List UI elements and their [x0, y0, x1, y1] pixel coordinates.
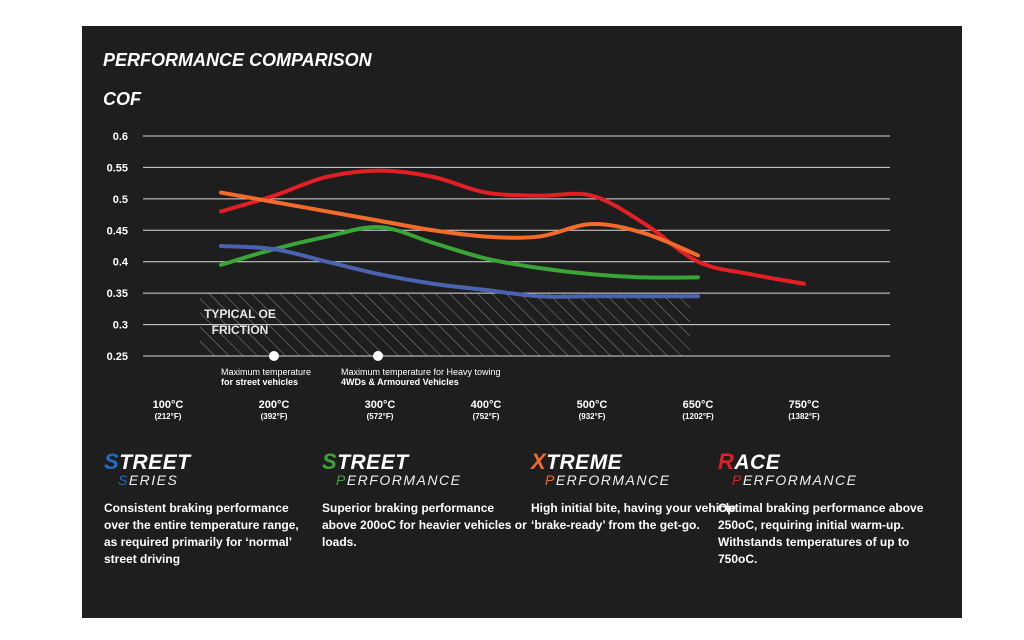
x-tick-sublabel: (1202°F) [682, 412, 714, 421]
y-tick-label: 0.3 [113, 320, 128, 332]
annotation: Maximum temperature for Heavy towing 4WD… [341, 367, 501, 387]
x-tick-sublabel: (572°F) [367, 412, 394, 421]
product-description: Consistent braking performance over the … [104, 501, 299, 566]
x-tick-label: 200°C [259, 399, 290, 411]
x-tick-sublabel: (212°F) [155, 412, 182, 421]
product: XTREME PERFORMANCE High initial bite, havi… [531, 449, 741, 534]
x-tick-sublabel: (1382°F) [788, 412, 820, 421]
series-line [219, 225, 700, 280]
x-tick-label: 750°C [789, 399, 820, 411]
series-line [219, 190, 700, 258]
annotation-line: Maximum temperature [221, 367, 312, 377]
annotation-line: for street vehicles [221, 377, 299, 387]
y-tick-label: 0.6 [113, 131, 128, 143]
product-subtitle: PERFORMANCE [732, 472, 858, 488]
product-name: RACE [718, 449, 781, 474]
product-subtitle: PERFORMANCE [336, 472, 462, 488]
annotation-marker [269, 351, 279, 361]
series-line [219, 244, 700, 299]
product-name: XTREME [531, 449, 623, 474]
y-axis-title: COF [103, 89, 142, 109]
product-name: STREET [104, 449, 191, 474]
annotation-line: Maximum temperature for Heavy towing [341, 367, 501, 377]
x-tick-label: 500°C [577, 399, 608, 411]
product: STREET SERIES Consistent braking performan… [104, 449, 314, 568]
y-tick-label: 0.4 [113, 257, 129, 269]
x-tick-sublabel: (752°F) [473, 412, 500, 421]
product-description: Optimal braking performance above 250oC,… [718, 501, 924, 566]
y-tick-label: 0.55 [107, 162, 128, 174]
product-name: STREET [322, 449, 409, 474]
product: STREET PERFORMANCE Superior braking perfor… [322, 449, 532, 551]
x-tick-sublabel: (392°F) [261, 412, 288, 421]
y-tick-label: 0.45 [107, 225, 128, 237]
y-tick-label: 0.5 [113, 194, 128, 206]
y-tick-label: 0.35 [107, 288, 128, 300]
x-tick-label: 400°C [471, 399, 502, 411]
annotation-marker [373, 351, 383, 361]
product: RACE PERFORMANCE Optimal braking performan… [718, 449, 928, 568]
product-description: Superior braking performance above 200oC… [322, 501, 527, 549]
annotation-line: 4WDs & Armoured Vehicles [341, 377, 459, 387]
series-line [219, 168, 806, 286]
x-tick-label: 300°C [365, 399, 396, 411]
x-tick-label: 650°C [683, 399, 714, 411]
shaded-label: TYPICAL OE FRICTION [204, 307, 276, 337]
product-subtitle: PERFORMANCE [545, 472, 671, 488]
chart-title: PERFORMANCE COMPARISON [103, 50, 373, 70]
x-tick-label: 100°C [153, 399, 184, 411]
x-tick-sublabel: (932°F) [579, 412, 606, 421]
product-description: High initial bite, having your vehicle ‘… [531, 501, 736, 532]
annotation: Maximum temperature for street vehicles [221, 367, 311, 387]
y-tick-label: 0.25 [107, 351, 128, 363]
product-subtitle: SERIES [118, 472, 179, 488]
